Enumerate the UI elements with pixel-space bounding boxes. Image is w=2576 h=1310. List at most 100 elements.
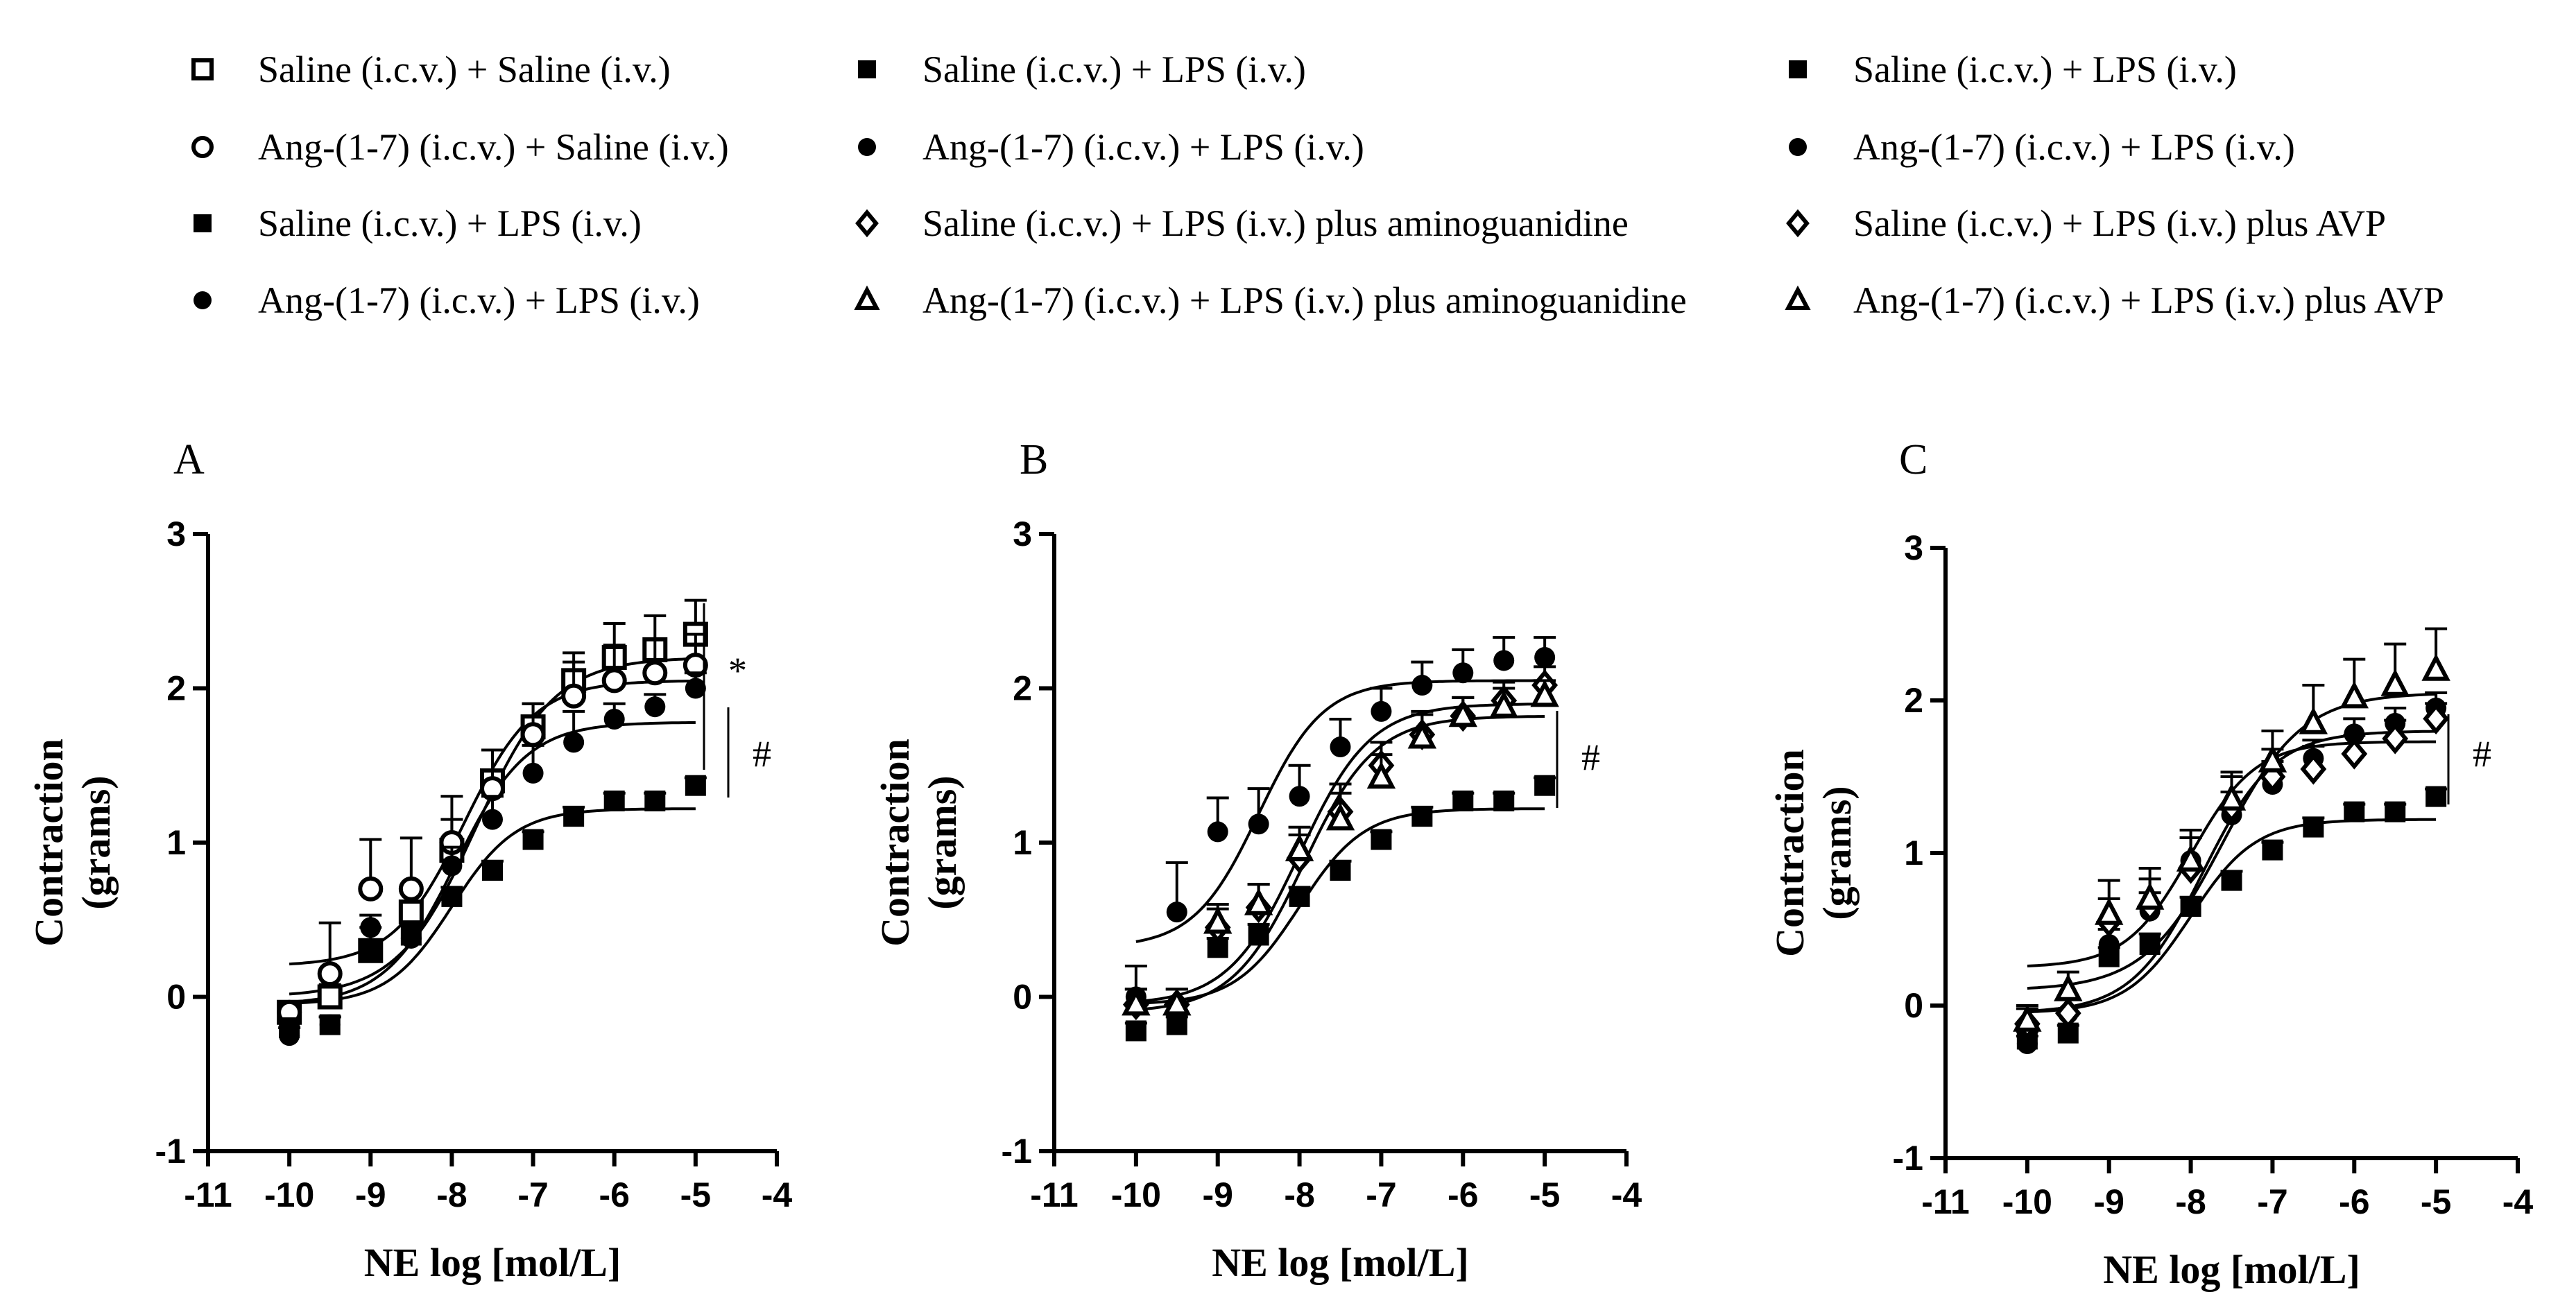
diamond-open-data-point (2382, 723, 2409, 755)
circle-filled-data-point (1166, 902, 1187, 923)
square-filled-data-point (482, 860, 503, 881)
fit-curve-series-0 (1135, 807, 1545, 1005)
square-open-data-point (398, 899, 424, 925)
fit-curve-series-2 (289, 807, 696, 1005)
circle-filled-data-point (1330, 736, 1351, 758)
square-filled-data-point (2425, 786, 2447, 807)
triangle-open-data-point (1203, 906, 1233, 934)
triangle-open-data-point (1366, 761, 1396, 789)
x-tick-label: -10 (264, 1175, 314, 1214)
y-tick-label: 1 (1904, 834, 1923, 872)
legend: Saline (i.c.v.) + Saline (i.v.) Ang-(1-7)… (191, 49, 2444, 321)
square-filled-data-point (563, 806, 585, 827)
square-filled-data-point (2180, 896, 2201, 917)
x-tick-label: -7 (2257, 1182, 2287, 1221)
diamond-open-data-point (2300, 753, 2327, 785)
triangle-open-data-point (2299, 707, 2328, 734)
square-filled-data-point (2221, 870, 2242, 891)
circle-filled-data-point (1534, 647, 1556, 668)
x-tick-label: -7 (1366, 1175, 1396, 1214)
triangle-open-data-point (1489, 690, 1518, 718)
legend-item: Saline (i.c.v.) + LPS (i.v.) (858, 49, 1306, 90)
series-1 (1124, 636, 1556, 1008)
legend-label: Ang-(1-7) (i.c.v.) + LPS (i.v.) plus AVP (1853, 279, 2444, 321)
triangle-open-data-point (1407, 721, 1437, 749)
square-filled-data-point (2303, 816, 2324, 838)
circle-open-data-point (317, 961, 343, 987)
y-tick-label: 0 (1904, 986, 1923, 1025)
square-filled-data-point (2139, 934, 2161, 955)
triangle-open-data-point (2013, 1004, 2042, 1032)
triangle-open-data-point (2217, 783, 2247, 811)
x-axis-title: NE log [mol/L] (2103, 1247, 2360, 1292)
circle-filled-data-point (441, 855, 463, 877)
square-filled-data-point (1125, 1020, 1147, 1042)
triangle-open-data-point (1244, 888, 1273, 915)
circle-filled-data-point (1289, 786, 1310, 807)
circle-filled-data-point (644, 696, 666, 718)
x-tick-label: -11 (1921, 1182, 1970, 1221)
x-axis-title: NE log [mol/L] (1212, 1240, 1469, 1285)
square-open-data-point (317, 984, 343, 1010)
circle-filled-data-point (1371, 700, 1392, 722)
circle-filled-data-point (2098, 934, 2120, 955)
legend-item: Saline (i.c.v.) + Saline (i.v.) (191, 49, 671, 90)
x-tick-label: -11 (1030, 1175, 1079, 1214)
x-tick-label: -5 (2421, 1182, 2451, 1221)
circle-open-data-point (358, 876, 384, 902)
y-tick-label: 2 (1904, 681, 1923, 720)
y-tick-label: 2 (1013, 669, 1032, 708)
fit-curve-series-2 (1135, 703, 1545, 1003)
square-filled-data-point (603, 790, 625, 811)
diamond-open-data-point (2341, 738, 2368, 770)
x-tick-label: -11 (184, 1175, 232, 1214)
circle-filled-data-point (1207, 821, 1228, 843)
triangle-open-legend-marker (1785, 285, 1811, 311)
triangle-open-data-point (1162, 988, 1192, 1016)
circle-open-legend-marker (191, 136, 214, 158)
legend-item: Saline (i.c.v.) + LPS (i.v.) plus aminog… (855, 202, 1629, 244)
legend-label: Saline (i.c.v.) + LPS (i.v.) plus AVP (1853, 202, 2386, 244)
legend-label: Saline (i.c.v.) + Saline (i.v.) (258, 49, 671, 90)
y-tick-label: -1 (155, 1132, 186, 1171)
triangle-open-data-point (1285, 834, 1314, 861)
square-filled-data-point (1411, 806, 1433, 827)
circle-filled-data-point (482, 809, 503, 830)
square-open-legend-marker (191, 58, 214, 80)
y-tick-label: 1 (1013, 823, 1032, 862)
legend-item: Saline (i.c.v.) + LPS (i.v.) plus AVP (1786, 202, 2386, 244)
square-filled-data-point (2262, 839, 2283, 861)
square-filled-data-point (1330, 860, 1351, 881)
circle-open-data-point (398, 876, 424, 902)
panel-label: A (173, 436, 205, 483)
circle-filled-data-point (2016, 1033, 2038, 1054)
legend-label: Ang-(1-7) (i.c.v.) + LPS (i.v.) plus ami… (922, 279, 1687, 321)
square-filled-legend-marker (194, 214, 212, 232)
square-filled-data-point (2385, 801, 2406, 822)
x-tick-label: -8 (436, 1175, 467, 1214)
triangle-open-data-point (2176, 844, 2206, 872)
legend-item: Ang-(1-7) (i.c.v.) + LPS (i.v.) (194, 279, 700, 321)
diamond-open-data-point (2054, 997, 2081, 1029)
y-axis-title: Contraction (873, 739, 918, 947)
square-filled-legend-marker (858, 60, 876, 78)
y-tick-label: -1 (1002, 1132, 1032, 1171)
square-filled-data-point (2344, 801, 2365, 822)
circle-filled-legend-marker (858, 138, 876, 156)
y-tick-label: -1 (1893, 1139, 1923, 1178)
x-tick-label: -6 (599, 1175, 629, 1214)
legend-item: Saline (i.c.v.) + LPS (i.v.) (1789, 49, 2237, 90)
significance-marker: # (753, 733, 771, 775)
triangle-open-data-point (2421, 653, 2450, 681)
circle-filled-data-point (400, 927, 422, 949)
y-axis-title: Contraction (1767, 749, 1812, 957)
x-tick-label: -9 (355, 1175, 386, 1214)
y-axis-title: (grams) (920, 775, 965, 909)
square-filled-legend-marker (1789, 60, 1807, 78)
circle-filled-data-point (319, 1014, 341, 1035)
x-axis-title: NE log [mol/L] (364, 1240, 621, 1285)
circle-filled-data-point (1248, 813, 1269, 835)
square-filled-data-point (360, 940, 381, 961)
triangle-open-data-point (1448, 699, 1477, 727)
